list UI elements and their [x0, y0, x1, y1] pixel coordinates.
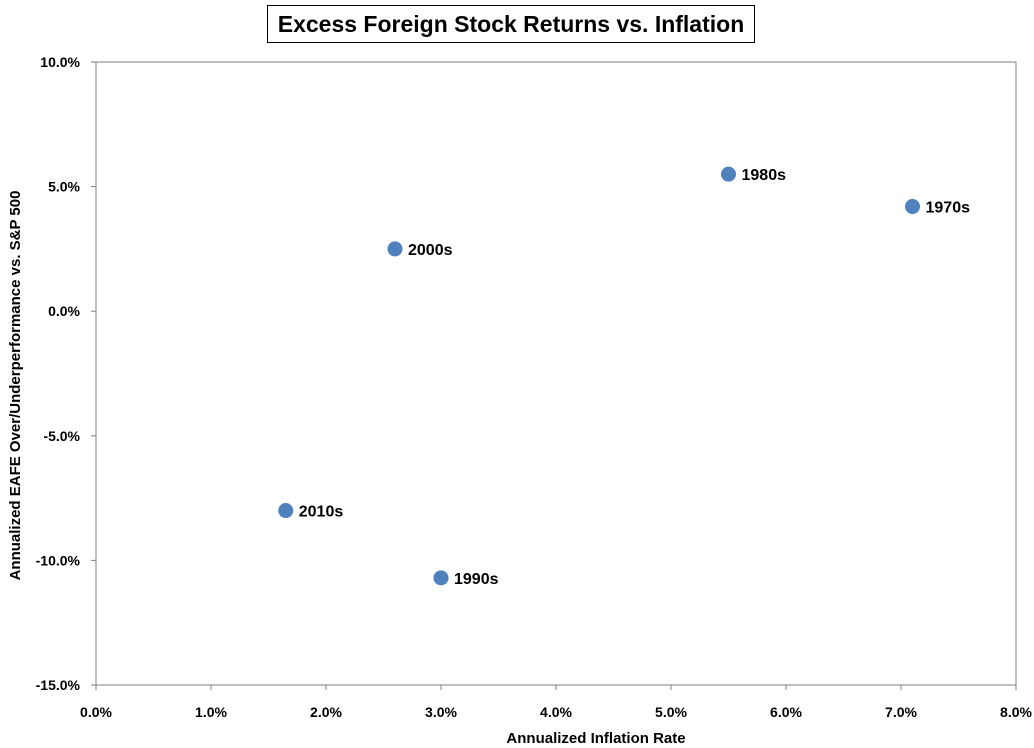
x-tick-label: 1.0% [195, 704, 227, 720]
y-axis-ticks: -15.0% -10.0% -5.0% 0.0% 5.0% 10.0% [36, 54, 96, 693]
data-point-2000s [387, 241, 403, 257]
x-tick-label: 0.0% [80, 704, 112, 720]
data-point-1980s [721, 166, 736, 182]
x-tick-label: 7.0% [885, 704, 917, 720]
data-label-1990s: 1990s [454, 571, 499, 588]
y-tick-label: -10.0% [36, 552, 81, 568]
x-axis-title: Annualized Inflation Rate [506, 730, 685, 747]
chart-title: Excess Foreign Stock Returns vs. Inflati… [267, 5, 755, 43]
x-tick-label: 3.0% [425, 704, 457, 720]
data-point-1970s [905, 199, 920, 215]
y-tick-label: 5.0% [48, 179, 80, 195]
data-points: 1970s 1980s 1990s 2000s 2010s [278, 166, 971, 588]
y-axis-title: Annualized EAFE Over/Underperformance vs… [7, 191, 24, 581]
data-label-2000s: 2000s [408, 242, 453, 259]
data-label-2010s: 2010s [299, 504, 344, 521]
x-tick-label: 6.0% [770, 704, 802, 720]
data-label-1970s: 1970s [926, 200, 971, 217]
x-tick-label: 8.0% [1000, 704, 1032, 720]
x-axis-ticks: 0.0% 1.0% 2.0% 3.0% 4.0% 5.0% 6.0% 7.0% 8.0% [80, 685, 1033, 720]
y-tick-label: 10.0% [40, 54, 80, 70]
data-point-2010s [278, 503, 294, 519]
data-label-1980s: 1980s [742, 167, 787, 184]
data-point-1990s [433, 570, 449, 586]
y-tick-label: 0.0% [48, 303, 80, 319]
y-tick-label: -15.0% [36, 677, 81, 693]
x-tick-label: 4.0% [540, 704, 572, 720]
x-tick-label: 2.0% [310, 704, 342, 720]
x-tick-label: 5.0% [655, 704, 687, 720]
plot-area [95, 61, 1017, 686]
y-tick-label: -5.0% [43, 428, 80, 444]
